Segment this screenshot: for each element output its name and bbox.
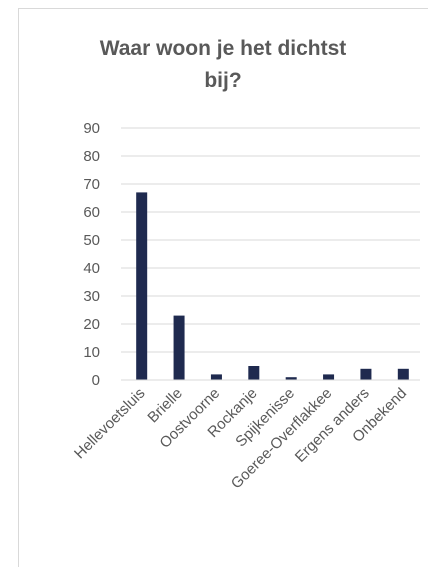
chart-title-line-1: Waar woon je het dichtst [100,37,347,60]
y-tick-label: 70 [83,176,100,193]
x-category-label: Hellevoetsluis [71,385,148,462]
bars [136,192,409,380]
y-tick-label: 60 [83,204,100,221]
y-axis-tick-labels: 0 10 20 30 40 50 60 70 80 90 [83,120,100,389]
chart-title-line-2: bij? [204,69,241,92]
bar [248,366,260,380]
bar [397,368,409,380]
bar [360,368,372,380]
y-tick-label: 20 [83,316,100,333]
y-tick-label: 10 [83,344,100,361]
y-tick-label: 30 [83,288,100,305]
bar [285,377,297,380]
bar [323,374,335,380]
y-tick-label: 0 [92,372,100,389]
y-tick-label: 80 [83,148,100,165]
bar [173,315,185,380]
y-tick-label: 90 [83,120,100,137]
bar [136,192,148,380]
x-axis-category-labels: HellevoetsluisBrielleOostvoorneRockanjeS… [71,385,410,493]
y-tick-label: 40 [83,260,100,277]
chart-frame [18,8,428,567]
y-tick-label: 50 [83,232,100,249]
bar [210,374,222,380]
gridlines [121,127,420,353]
